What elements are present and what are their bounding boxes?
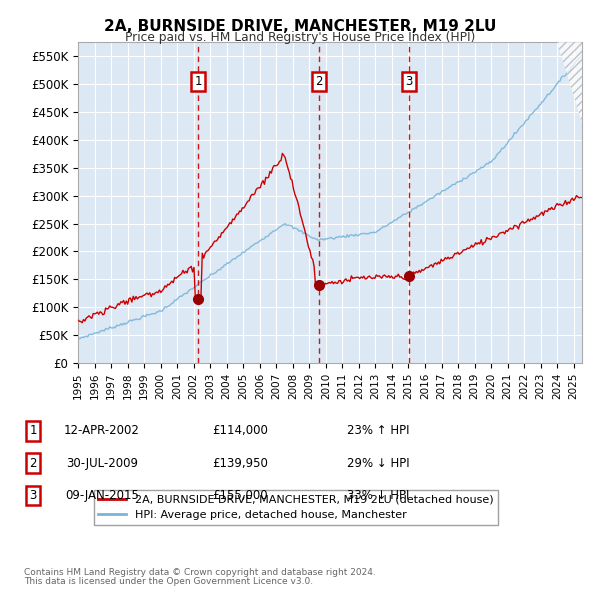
Text: Contains HM Land Registry data © Crown copyright and database right 2024.: Contains HM Land Registry data © Crown c… (24, 568, 376, 577)
Text: 12-APR-2002: 12-APR-2002 (64, 424, 140, 437)
Text: Price paid vs. HM Land Registry's House Price Index (HPI): Price paid vs. HM Land Registry's House … (125, 31, 475, 44)
Text: 3: 3 (406, 75, 413, 88)
Text: 2: 2 (29, 457, 37, 470)
Text: 3: 3 (29, 489, 37, 502)
Text: 2A, BURNSIDE DRIVE, MANCHESTER, M19 2LU: 2A, BURNSIDE DRIVE, MANCHESTER, M19 2LU (104, 19, 496, 34)
Text: 29% ↓ HPI: 29% ↓ HPI (347, 457, 409, 470)
Text: 2: 2 (315, 75, 323, 88)
Text: 23% ↑ HPI: 23% ↑ HPI (347, 424, 409, 437)
Text: 33% ↓ HPI: 33% ↓ HPI (347, 489, 409, 502)
Text: 30-JUL-2009: 30-JUL-2009 (66, 457, 138, 470)
Legend: 2A, BURNSIDE DRIVE, MANCHESTER, M19 2LU (detached house), HPI: Average price, de: 2A, BURNSIDE DRIVE, MANCHESTER, M19 2LU … (94, 490, 498, 525)
Text: 1: 1 (194, 75, 202, 88)
Text: £114,000: £114,000 (212, 424, 268, 437)
Text: £139,950: £139,950 (212, 457, 268, 470)
Text: 09-JAN-2015: 09-JAN-2015 (65, 489, 139, 502)
Text: £155,000: £155,000 (212, 489, 268, 502)
Polygon shape (557, 42, 582, 123)
Text: 1: 1 (29, 424, 37, 437)
Text: This data is licensed under the Open Government Licence v3.0.: This data is licensed under the Open Gov… (24, 577, 313, 586)
